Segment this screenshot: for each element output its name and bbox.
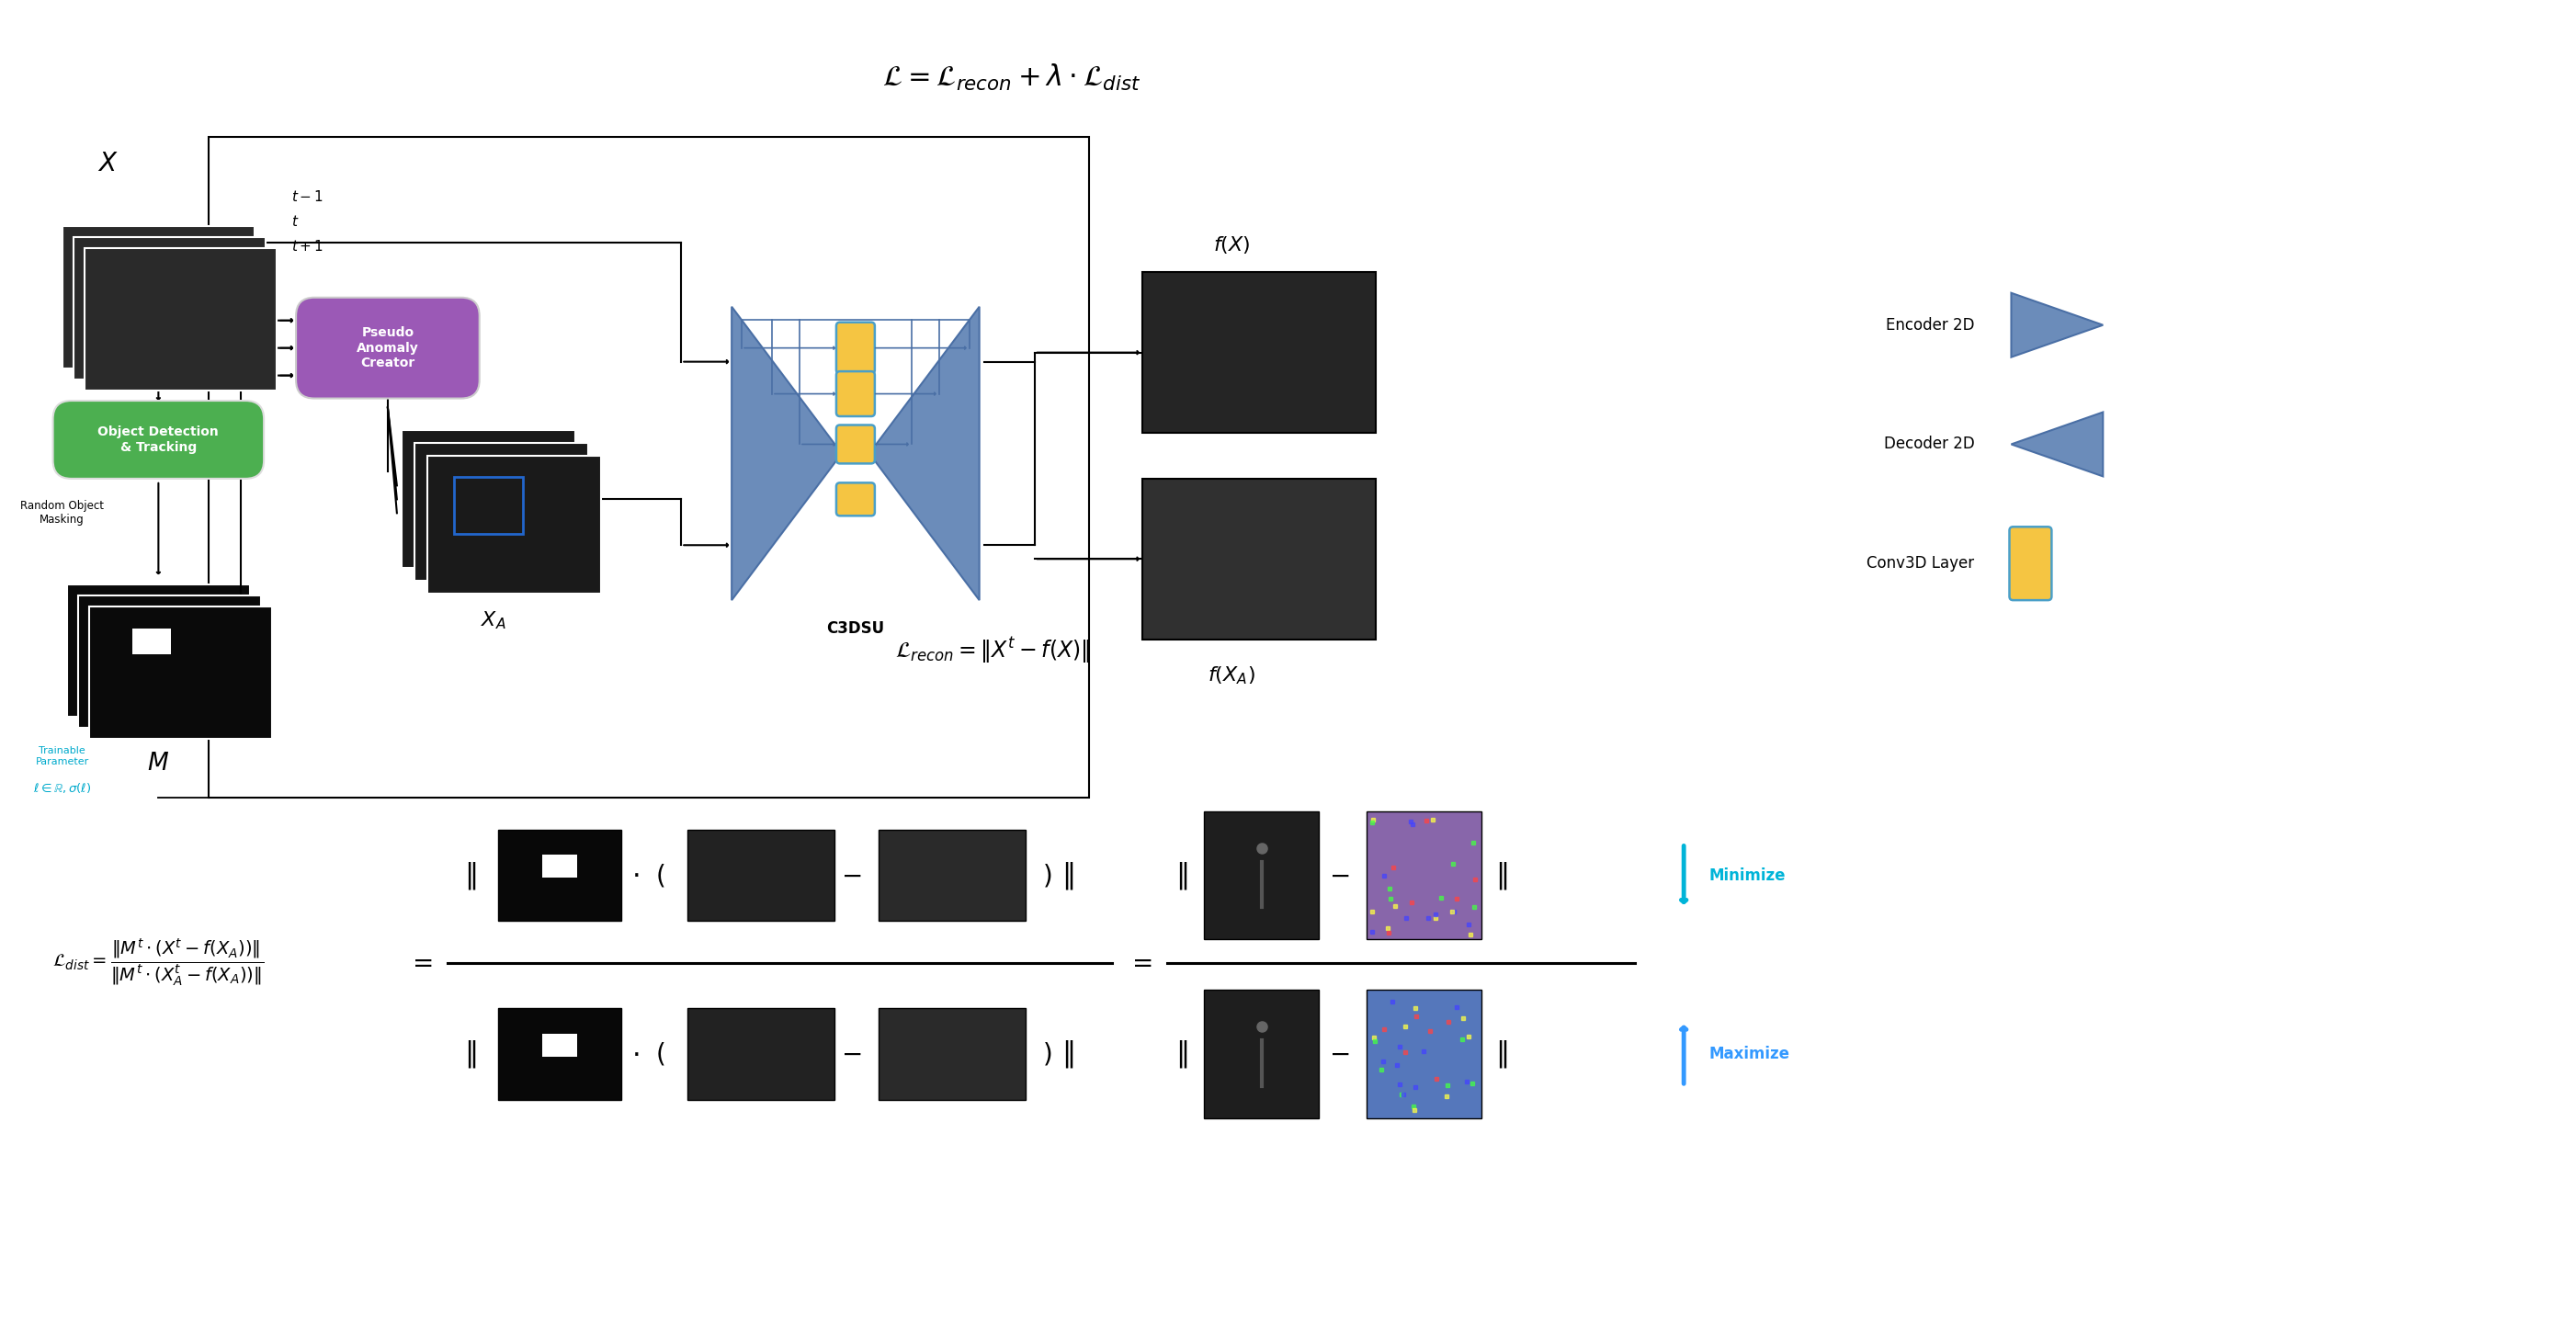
Text: $-$: $-$ <box>1329 862 1350 888</box>
FancyBboxPatch shape <box>54 400 263 479</box>
Text: $t+1$: $t+1$ <box>291 239 325 255</box>
Bar <box>497 830 621 922</box>
Text: $t-1$: $t-1$ <box>291 190 325 204</box>
Bar <box>1203 812 1319 940</box>
Text: $\cdot$: $\cdot$ <box>631 1041 639 1067</box>
Text: $\|$: $\|$ <box>1494 859 1507 891</box>
Bar <box>878 1008 1025 1101</box>
Text: Maximize: Maximize <box>1708 1046 1790 1062</box>
Text: $\|$: $\|$ <box>1175 1038 1188 1070</box>
Bar <box>209 137 1090 797</box>
Text: $)$: $)$ <box>1041 862 1051 888</box>
Text: $-$: $-$ <box>840 862 860 888</box>
Text: $\|$: $\|$ <box>1175 859 1188 891</box>
Bar <box>402 431 577 568</box>
Text: $\mathcal{L}_{recon} = \|X^t - f(X)\|$: $\mathcal{L}_{recon} = \|X^t - f(X)\|$ <box>896 635 1090 666</box>
Text: Minimize: Minimize <box>1708 867 1785 883</box>
Text: C3DSU: C3DSU <box>827 621 884 636</box>
Text: $\|$: $\|$ <box>1061 859 1074 891</box>
Polygon shape <box>732 306 842 601</box>
Bar <box>688 830 835 922</box>
Bar <box>72 237 265 379</box>
Text: $\|$: $\|$ <box>1061 1038 1074 1070</box>
Text: $(\ $: $(\ $ <box>654 1041 665 1067</box>
Polygon shape <box>2012 412 2102 476</box>
Bar <box>1203 991 1319 1118</box>
Bar <box>134 629 170 654</box>
Text: $\cdot$: $\cdot$ <box>631 862 639 888</box>
Bar <box>428 456 600 594</box>
Text: $f(X)$: $f(X)$ <box>1213 235 1249 256</box>
Text: $-$: $-$ <box>840 1041 860 1067</box>
Bar <box>544 855 577 878</box>
Text: Pseudo
Anomaly
Creator: Pseudo Anomaly Creator <box>355 326 420 369</box>
Bar <box>1141 272 1376 432</box>
Bar <box>497 1008 621 1101</box>
Text: $\mathcal{L}_{dist} = \dfrac{\|M^t \cdot (X^t - f(X_A))\|}{\|M^t \cdot (X_A^t - : $\mathcal{L}_{dist} = \dfrac{\|M^t \cdot… <box>52 936 265 988</box>
Polygon shape <box>868 306 979 601</box>
Bar <box>85 248 276 391</box>
Text: $X$: $X$ <box>98 151 118 176</box>
Bar <box>878 830 1025 922</box>
Bar <box>88 606 273 739</box>
Text: Object Detection
& Tracking: Object Detection & Tracking <box>98 426 219 453</box>
Text: $=$: $=$ <box>1128 951 1151 976</box>
Text: $\|$: $\|$ <box>464 1038 477 1070</box>
Text: $\|$: $\|$ <box>464 859 477 891</box>
Text: $-$: $-$ <box>1329 1041 1350 1067</box>
Bar <box>77 595 260 728</box>
Text: $t$: $t$ <box>291 215 299 229</box>
Text: $f(X_A)$: $f(X_A)$ <box>1208 664 1255 687</box>
FancyBboxPatch shape <box>837 322 876 374</box>
FancyBboxPatch shape <box>837 371 876 416</box>
FancyBboxPatch shape <box>2009 526 2050 601</box>
Text: Decoder 2D: Decoder 2D <box>1883 436 1976 452</box>
Bar <box>688 1008 835 1101</box>
Text: Encoder 2D: Encoder 2D <box>1886 317 1976 333</box>
Text: $(\ $: $(\ $ <box>654 862 665 888</box>
FancyBboxPatch shape <box>837 426 876 464</box>
Text: Random Object
Masking: Random Object Masking <box>21 500 103 526</box>
Bar <box>62 227 255 369</box>
Text: Trainable
Parameter: Trainable Parameter <box>36 747 88 766</box>
Text: $)$: $)$ <box>1041 1041 1051 1067</box>
Text: $\|$: $\|$ <box>1494 1038 1507 1070</box>
Bar <box>1365 812 1481 940</box>
Bar <box>1365 991 1481 1118</box>
Text: $M$: $M$ <box>147 752 170 774</box>
Text: Conv3D Layer: Conv3D Layer <box>1868 556 1976 572</box>
Text: $\ell \in \mathbb{R}, \sigma(\ell)$: $\ell \in \mathbb{R}, \sigma(\ell)$ <box>33 781 90 796</box>
Bar <box>67 585 250 717</box>
Bar <box>415 443 587 581</box>
Text: $\mathcal{L} = \mathcal{L}_{recon} + \lambda \cdot \mathcal{L}_{dist}$: $\mathcal{L} = \mathcal{L}_{recon} + \la… <box>881 62 1141 93</box>
Bar <box>1141 479 1376 639</box>
FancyBboxPatch shape <box>296 297 479 398</box>
Text: $=$: $=$ <box>407 949 433 975</box>
Bar <box>453 477 523 534</box>
Polygon shape <box>2012 293 2102 357</box>
Text: $X_A$: $X_A$ <box>482 610 505 631</box>
Bar <box>544 1033 577 1057</box>
FancyBboxPatch shape <box>837 483 876 516</box>
